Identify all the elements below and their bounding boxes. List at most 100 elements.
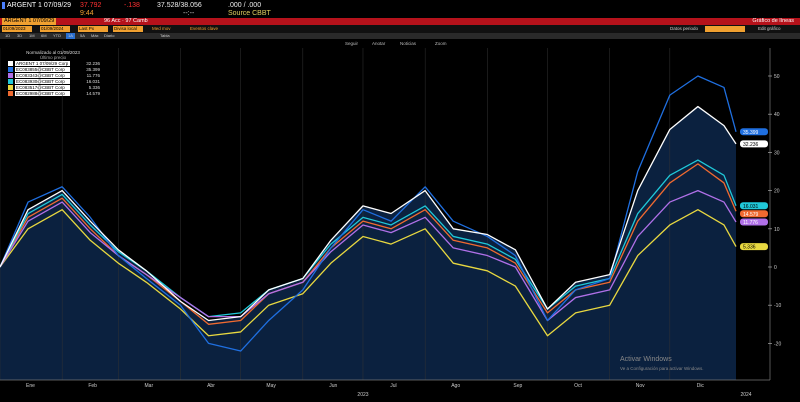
last-price: 37.792 — [80, 2, 102, 9]
period-ytd[interactable]: YTD — [53, 33, 61, 38]
legend-series-value: 11.776 — [86, 72, 100, 78]
last-value-tag — [740, 210, 768, 218]
y-tick-label: 10 — [774, 227, 780, 233]
annotate-button[interactable]: Anotar — [372, 41, 386, 46]
legend-series-name: ARGENT 1 07/09/29 Corp — [15, 60, 70, 66]
legend-series-value: 16.031 — [86, 78, 100, 84]
x-tick-label: Nov — [636, 383, 645, 389]
period-1m[interactable]: 1M — [29, 33, 35, 38]
last-value-tag — [740, 218, 768, 226]
last-value-label: 32.236 — [743, 142, 759, 148]
last-value-tag — [740, 202, 768, 210]
legend-item[interactable]: EC082988@CBBT Corp 14.579 — [8, 90, 100, 96]
y-tick-label: -20 — [774, 341, 781, 347]
legend-series-name: EC083930@CBBT Corp — [15, 78, 70, 84]
last-value-label: 5.336 — [743, 245, 756, 251]
x-tick-label: Feb — [88, 383, 97, 389]
period-5a[interactable]: 5A — [80, 33, 85, 38]
bid-ask: 37.528/38.056 — [157, 2, 202, 9]
y-tick-label: 20 — [774, 189, 780, 195]
start-date-input[interactable]: 01/09/2023 — [2, 26, 32, 32]
year-label-2023: 2023 — [357, 392, 368, 398]
news-button[interactable]: Noticias — [400, 41, 417, 46]
legend-item[interactable]: EC083343@CBBT Corp 11.776 — [8, 72, 100, 78]
period-data-label[interactable]: Datos periodo — [670, 26, 699, 31]
dashes: --:-- — [183, 10, 195, 17]
legend-series-value: 32.236 — [86, 60, 100, 66]
settings-row: 01/09/2023 01/09/2024 Last Px Divisa loc… — [0, 25, 800, 33]
legend-swatch — [8, 72, 13, 78]
watermark-subtitle: Ve a Configuración para activar Windows. — [620, 366, 704, 371]
period-1d[interactable]: 1D — [5, 33, 11, 38]
actions-menu[interactable]: 96 Acc · 97 Camb — [104, 18, 148, 24]
legend-title: Normalizado al 01/09/2023 — [26, 50, 80, 55]
y-tick-label: 30 — [774, 150, 780, 156]
key-events-option[interactable]: Eventos clave — [190, 26, 219, 31]
edit-chart-button[interactable]: Edit gráfico — [758, 26, 781, 31]
legend-subtitle: Último precio — [39, 55, 67, 60]
legend-item[interactable]: ARGENT 1 07/09/29 Corp 32.236 — [8, 60, 100, 66]
series-line — [0, 75, 737, 352]
legend-swatch — [8, 78, 13, 84]
price-change: -.138 — [124, 2, 140, 9]
function-bar: ARGENT 1 07/09/29 96 Acc · 97 Camb Gráfi… — [0, 18, 800, 25]
legend-item[interactable]: EC083517@CBBT Corp 5.336 — [8, 84, 100, 90]
function-title: Gráfico de líneas — [752, 18, 794, 24]
period-toolbar: 1D 3D 1M 6M YTD 1A 5A Máx Diario Tabla — [0, 33, 800, 39]
year-label-2024: 2024 — [740, 392, 751, 398]
last-value-label: 14.579 — [743, 212, 759, 218]
field-select[interactable]: Last Px — [78, 26, 108, 32]
legend-series-value: 14.579 — [86, 90, 100, 96]
legend-swatch — [8, 84, 13, 90]
period-1a[interactable]: 1A — [66, 33, 75, 39]
last-value-tag — [740, 128, 768, 136]
security-field[interactable]: ARGENT 1 07/09/29 — [2, 18, 57, 25]
ticker[interactable]: ARGENT 1 07/09/29 — [7, 2, 72, 9]
time: 9:44 — [80, 10, 94, 17]
x-tick-label: Mar — [145, 383, 154, 389]
x-tick-label: Jun — [329, 383, 337, 389]
x-tick-label: Jul — [390, 383, 396, 389]
last-value-label: 35.399 — [743, 130, 759, 136]
legend-series-name: EC083855@CBBT Corp — [15, 66, 70, 72]
header: ARGENT 1 07/09/29 37.792 -.138 37.528/38… — [0, 0, 800, 18]
legend: Normalizado al 01/09/2023 Último precio … — [8, 50, 100, 96]
y-tick-label: -10 — [774, 303, 781, 309]
period-6m[interactable]: 6M — [41, 33, 47, 38]
legend-series-name: EC083343@CBBT Corp — [15, 72, 70, 78]
moving-avg-option[interactable]: Med mov — [152, 26, 171, 31]
source: Source CBBT — [228, 10, 271, 17]
frequency-select[interactable]: Diario — [104, 33, 115, 38]
series-line — [0, 159, 737, 318]
legend-swatch — [8, 60, 13, 66]
zoom-button[interactable]: Zoom — [435, 41, 447, 46]
currency-select[interactable]: Divisa local — [113, 26, 143, 32]
legend-item[interactable]: EC083855@CBBT Corp 35.399 — [8, 66, 100, 72]
last-value-label: 16.031 — [743, 204, 759, 210]
x-tick-label: Sep — [513, 383, 522, 389]
last-value-label: 11.776 — [743, 220, 758, 226]
table-button[interactable]: Tabla — [160, 33, 170, 38]
legend-series-name: EC082988@CBBT Corp — [15, 90, 70, 96]
follow-button[interactable]: Seguir — [345, 41, 359, 46]
legend-swatch — [8, 66, 13, 72]
period-data-input[interactable] — [705, 26, 745, 32]
x-tick-label: Abr — [207, 383, 215, 389]
y-tick-label: 0 — [774, 265, 777, 271]
x-tick-label: Oct — [574, 383, 582, 389]
x-tick-label: May — [266, 383, 276, 389]
legend-series-value: 5.336 — [88, 84, 100, 90]
x-tick-label: Ago — [451, 383, 460, 389]
series-line — [0, 209, 737, 337]
y-tick-label: 50 — [774, 74, 780, 80]
x-tick-label: Ene — [26, 383, 35, 389]
watermark-title: Activar Windows — [620, 356, 672, 363]
ticker-marker — [2, 2, 5, 9]
legend-series-value: 35.399 — [86, 66, 100, 72]
end-date-input[interactable]: 01/09/2024 — [40, 26, 70, 32]
legend-item[interactable]: EC083930@CBBT Corp 16.031 — [8, 78, 100, 84]
period-max[interactable]: Máx — [91, 33, 99, 38]
chart-toolbar: Seguir Anotar Noticias Zoom — [0, 39, 800, 48]
period-3d[interactable]: 3D — [17, 33, 23, 38]
